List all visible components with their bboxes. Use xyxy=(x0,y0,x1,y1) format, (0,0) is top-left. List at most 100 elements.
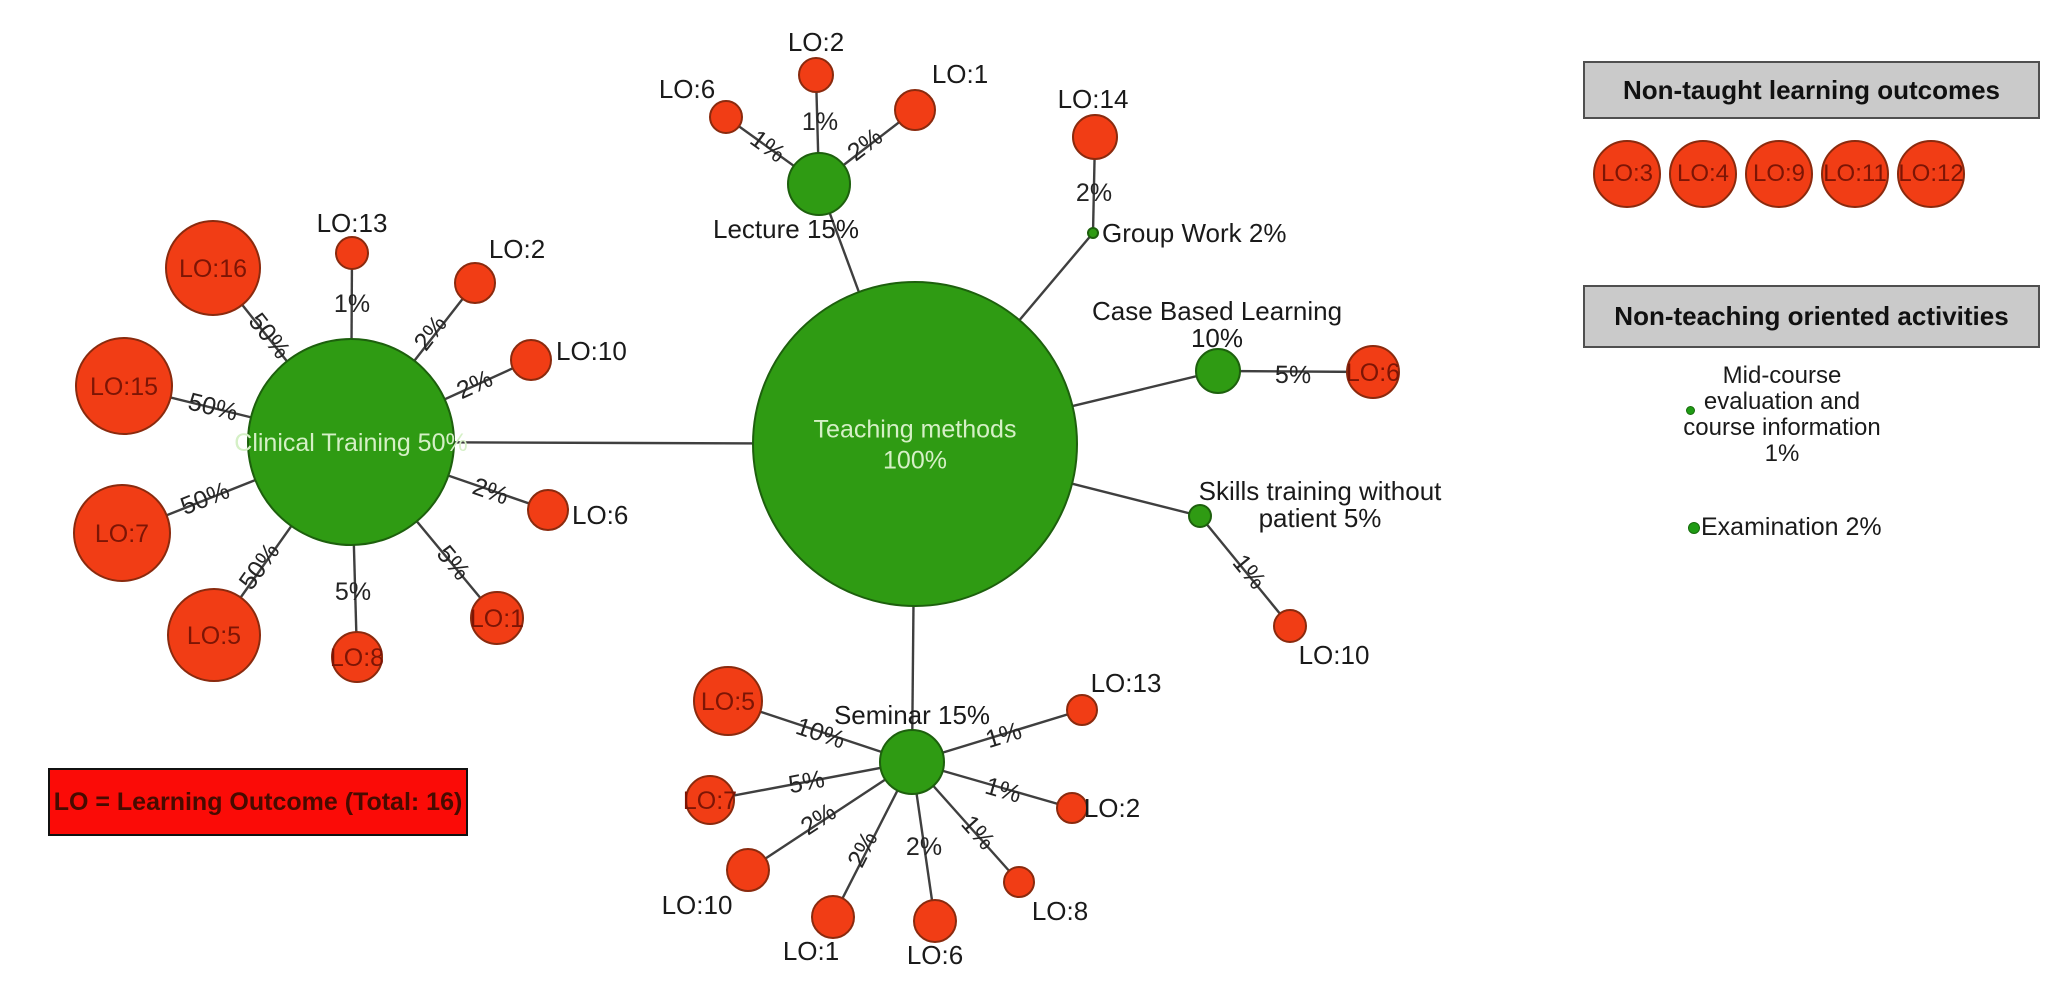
non-taught-outcome-circle-LO-11: LO:11 xyxy=(1821,140,1889,208)
node-label-c13: LO:13 xyxy=(317,208,388,238)
node-label-casebased: 10% xyxy=(1191,323,1243,353)
edge-percent-label-clinical-c2: 2% xyxy=(409,310,453,356)
outcome-node-c13 xyxy=(335,236,369,270)
edge-seminar-se7 xyxy=(709,760,913,802)
outcome-node-c15 xyxy=(75,337,173,435)
node-label-clinical: Clinical Training 50% xyxy=(234,429,467,457)
node-label-groupwork: Group Work 2% xyxy=(1102,218,1286,248)
edge-percent-label-casebased-cb6: 5% xyxy=(1275,361,1311,389)
node-label-c16: LO:16 xyxy=(179,255,247,283)
outcome-node-se13 xyxy=(1066,694,1098,726)
method-node-groupwork xyxy=(1087,227,1099,239)
node-label-se1: LO:1 xyxy=(783,936,839,966)
outcome-node-se10 xyxy=(726,848,770,892)
edge-percent-label-clinical-c13: 1% xyxy=(334,290,370,318)
node-label-se8: LO:8 xyxy=(1032,896,1088,926)
edge-percent-label-seminar-se6: 2% xyxy=(906,833,942,861)
node-label-teaching: 100% xyxy=(883,447,947,475)
outcome-node-c6 xyxy=(527,489,569,531)
edge-percent-label-clinical-c6: 2% xyxy=(469,472,512,510)
node-label-lecture: Lecture 15% xyxy=(713,214,859,244)
edge-percent-label-seminar-se2: 1% xyxy=(982,772,1024,809)
method-node-lecture xyxy=(787,152,851,216)
outcome-node-se8 xyxy=(1003,866,1035,898)
edge-percent-label-clinical-c15: 50% xyxy=(185,388,240,427)
mid-course-label: Mid-course evaluation and course informa… xyxy=(1683,362,1881,467)
non-taught-legend-title-box: Non-taught learning outcomes xyxy=(1583,61,2040,119)
edge-skills-s10 xyxy=(1199,515,1291,627)
outcome-node-c7 xyxy=(73,484,171,582)
edge-percent-label-clinical-c7: 50% xyxy=(177,476,234,521)
node-label-se10: LO:10 xyxy=(662,890,733,920)
node-label-seminar: Seminar 15% xyxy=(834,700,990,730)
outcome-node-c10 xyxy=(510,339,552,381)
outcome-node-se5 xyxy=(693,666,763,736)
node-label-l6: LO:6 xyxy=(659,74,715,104)
outcome-node-l6 xyxy=(709,100,743,134)
examination-dot-icon xyxy=(1688,521,1700,534)
node-label-c5: LO:5 xyxy=(187,622,241,650)
node-label-c8: LO:8 xyxy=(330,644,384,672)
method-node-skills xyxy=(1188,504,1212,528)
outcome-node-l2 xyxy=(798,57,834,93)
node-label-g14: LO:14 xyxy=(1058,84,1129,114)
edge-percent-label-clinical-c8: 5% xyxy=(335,578,371,606)
node-label-se5: LO:5 xyxy=(701,688,755,716)
outcome-node-c1 xyxy=(470,591,524,645)
node-label-casebased: Case Based Learning xyxy=(1092,296,1342,326)
method-node-seminar xyxy=(879,729,945,795)
non-teaching-legend-title-box: Non-teaching oriented activities xyxy=(1583,285,2040,348)
outcome-node-c2 xyxy=(454,262,496,304)
edge-percent-label-groupwork-g14: 2% xyxy=(1076,179,1112,207)
node-label-l1: LO:1 xyxy=(932,59,988,89)
mid-course-dot-icon xyxy=(1686,406,1695,415)
outcome-node-c8 xyxy=(331,631,383,683)
non-taught-outcome-circle-LO-4: LO:4 xyxy=(1669,140,1737,208)
outcome-node-s10 xyxy=(1273,609,1307,643)
non-taught-legend-title: Non-taught learning outcomes xyxy=(1623,74,2000,105)
node-label-s10: LO:10 xyxy=(1299,640,1370,670)
edge-percent-label-lecture-l2: 1% xyxy=(802,108,838,136)
non-taught-outcome-circle-LO-12: LO:12 xyxy=(1897,140,1965,208)
node-label-teaching: Teaching methods xyxy=(814,416,1017,444)
method-node-teaching xyxy=(752,281,1078,607)
node-label-c1: LO:1 xyxy=(470,605,524,633)
nodes-layer xyxy=(73,57,1400,943)
edge-percent-label-seminar-se7: 5% xyxy=(786,765,827,799)
outcome-node-l1 xyxy=(894,89,936,131)
node-label-skills: patient 5% xyxy=(1259,503,1382,533)
node-label-se6: LO:6 xyxy=(907,940,963,970)
edge-percent-label-seminar-se1: 2% xyxy=(842,827,883,872)
method-node-clinical xyxy=(247,338,455,546)
non-teaching-legend-title: Non-teaching oriented activities xyxy=(1614,301,2009,331)
outcome-node-c16 xyxy=(165,220,261,316)
outcome-node-se6 xyxy=(913,899,957,943)
node-label-c15: LO:15 xyxy=(90,373,158,401)
outcome-node-c5 xyxy=(167,588,261,682)
node-label-c2: LO:2 xyxy=(489,234,545,264)
learning-outcome-note-box: LO = Learning Outcome (Total: 16) xyxy=(48,768,468,836)
outcome-node-se1 xyxy=(811,895,855,939)
outcome-node-g14 xyxy=(1072,114,1118,160)
node-label-se13: LO:13 xyxy=(1091,668,1162,698)
edge-percent-label-lecture-l6: 1% xyxy=(745,125,791,169)
node-label-c7: LO:7 xyxy=(95,520,149,548)
node-label-l2: LO:2 xyxy=(788,27,844,57)
node-label-c10: LO:10 xyxy=(556,336,627,366)
outcome-node-se2 xyxy=(1056,792,1088,824)
node-label-se7: LO:7 xyxy=(683,787,737,815)
node-label-c6: LO:6 xyxy=(572,500,628,530)
non-taught-outcome-circle-LO-9: LO:9 xyxy=(1745,140,1813,208)
node-label-se2: LO:2 xyxy=(1084,793,1140,823)
edge-percent-label-clinical-c10: 2% xyxy=(452,364,496,404)
method-node-casebased xyxy=(1195,348,1241,394)
learning-outcome-note-label: LO = Learning Outcome (Total: 16) xyxy=(53,787,463,816)
non-taught-outcome-circle-LO-3: LO:3 xyxy=(1593,140,1661,208)
outcome-node-cb6 xyxy=(1346,345,1400,399)
node-label-skills: Skills training without xyxy=(1199,476,1443,506)
examination-label: Examination 2% xyxy=(1701,513,1882,541)
node-label-cb6: LO:6 xyxy=(1346,359,1400,387)
outcome-node-se7 xyxy=(685,775,735,825)
